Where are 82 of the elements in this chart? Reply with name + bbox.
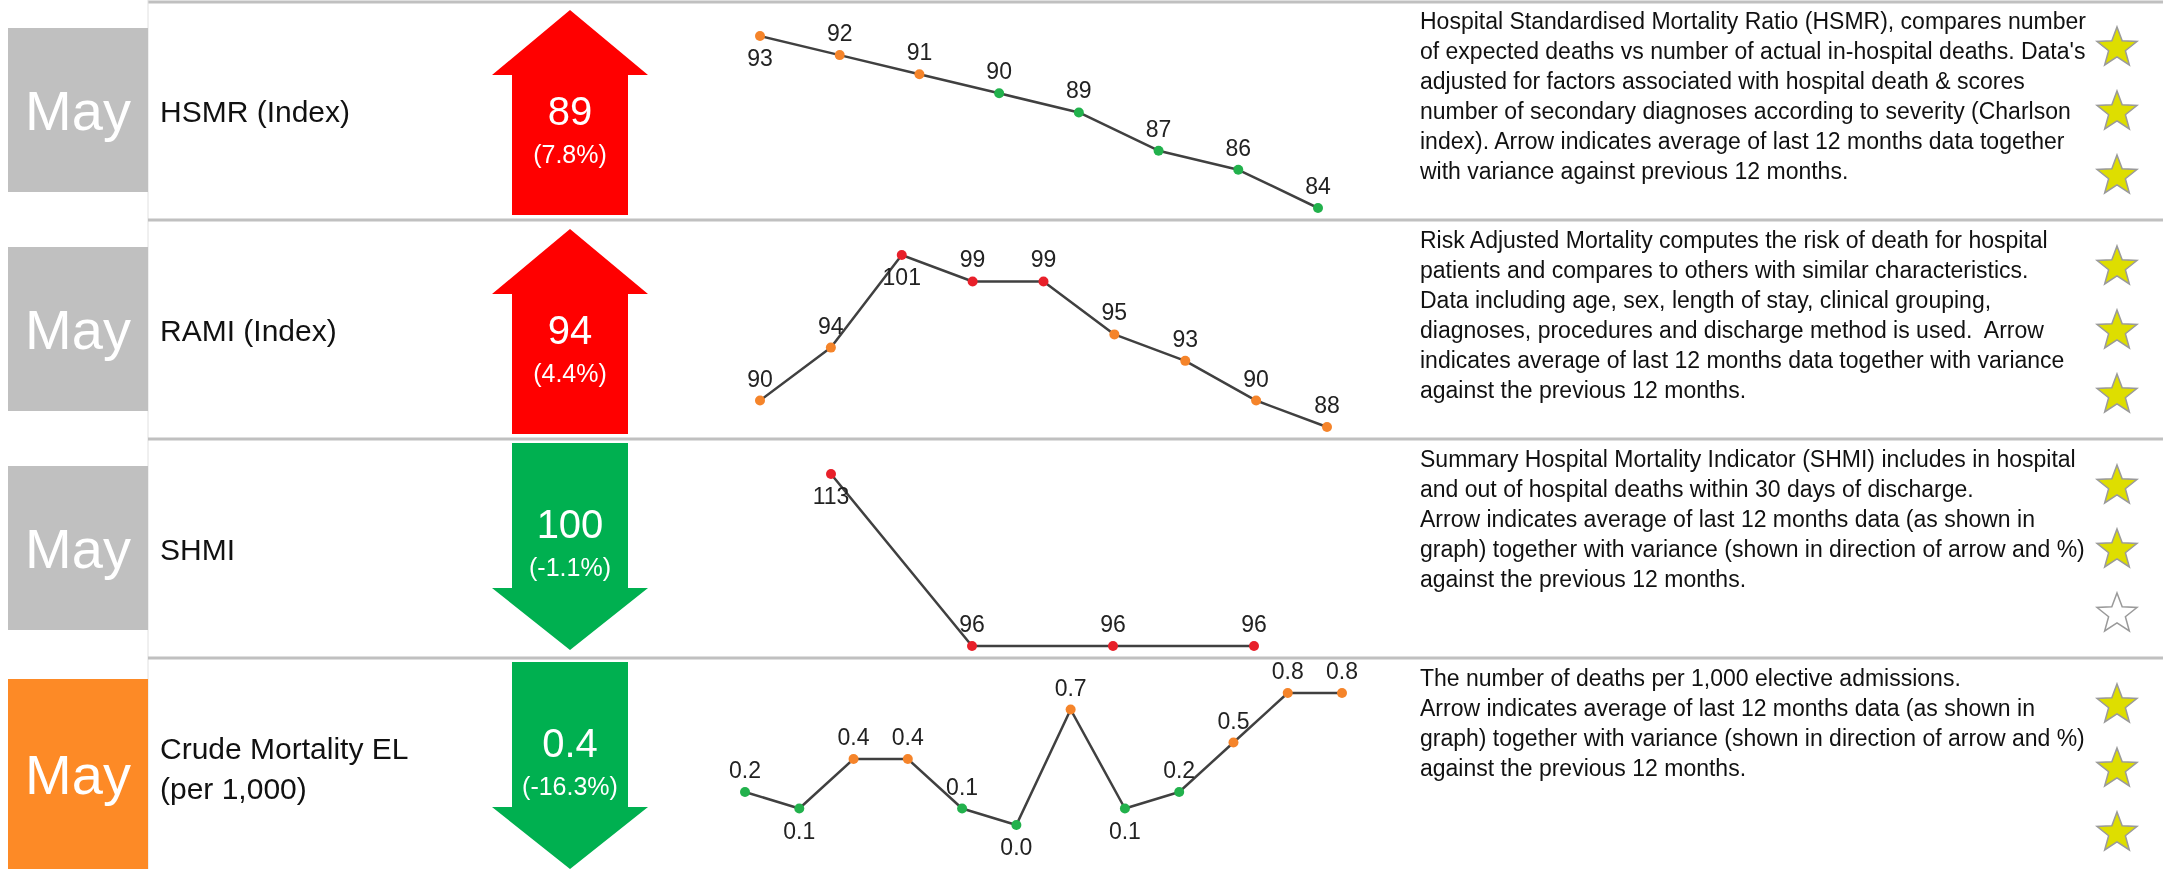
text: SHMI — [160, 533, 235, 566]
data-label: 95 — [1101, 299, 1128, 326]
point — [1251, 395, 1262, 406]
data-label: 0.8 — [1271, 658, 1304, 684]
text: 94 — [547, 308, 593, 352]
data-label: 90 — [1243, 365, 1269, 392]
point — [1038, 276, 1049, 287]
point — [825, 342, 836, 353]
data-label: 0.7 — [1054, 674, 1087, 701]
data-label: 94 — [818, 312, 844, 339]
point — [1337, 688, 1347, 698]
point — [1180, 355, 1191, 366]
point — [794, 803, 805, 814]
data-label: 84 — [1305, 173, 1331, 199]
data-label: 0.0 — [1000, 834, 1033, 860]
data-label: 99 — [959, 246, 986, 273]
data-label: 93 — [747, 45, 773, 71]
point — [1065, 704, 1076, 715]
data-label: 89 — [1066, 77, 1092, 104]
text: Crude Mortality EL (per 1,000) — [160, 732, 409, 805]
point — [1073, 107, 1084, 118]
data-label: 90 — [747, 365, 773, 392]
data-label: 0.8 — [1326, 658, 1358, 684]
text: Hospital Standardised Mortality Ratio (HSMR), compares number of expected deaths vs number of actual in-hospital deaths. Data's adjusted for factors associated with hospital death & scores number of secondary diagnoses according to severity (Charlson index). Arrow indicates average of last 12 months data together with variance against previous 12 months. — [1420, 7, 2087, 186]
text: The number of deaths per 1,000 elective admissions. Arrow indicates average of last 12 months data (as shown in graph) together with variance (shown in direction of arrow and %) against the previous 12 months. — [1420, 664, 2086, 783]
point — [740, 787, 750, 797]
data-label: 87 — [1145, 115, 1172, 142]
point — [1233, 164, 1244, 175]
point — [1174, 787, 1185, 797]
text: RAMI (Index) — [160, 314, 337, 347]
data-label: 0.2 — [1163, 757, 1196, 783]
data-label: 91 — [906, 39, 933, 66]
point — [957, 803, 968, 814]
point — [1011, 820, 1022, 830]
data-label: 93 — [1172, 325, 1199, 352]
data-label: 86 — [1225, 134, 1252, 161]
text: 0.4 — [542, 721, 598, 765]
data-label: 92 — [826, 20, 853, 47]
point — [1228, 737, 1239, 748]
text: (-1.1%) — [529, 553, 611, 581]
point — [1313, 203, 1323, 213]
data-label: 90 — [986, 58, 1012, 85]
data-label: 0.1 — [946, 773, 979, 800]
point — [1109, 329, 1120, 340]
data-label: 88 — [1314, 392, 1340, 418]
text: 89 — [547, 89, 593, 133]
data-label: 96 — [1100, 611, 1126, 637]
data-label: 101 — [882, 264, 921, 290]
point — [755, 31, 765, 41]
point — [967, 276, 978, 287]
text: (-16.3%) — [522, 772, 618, 800]
point — [896, 250, 907, 260]
text: Summary Hospital Mortality Indicator (SHMI) includes in hospital and out of hospital deaths within 30 days of discharge. Arrow indicates average of last 12 months data (as shown in graph) together with variance (shown in direction of arrow and %) against the previous 12 months. — [1420, 445, 2086, 594]
text: May — [25, 517, 131, 580]
data-label: 99 — [1030, 246, 1057, 273]
point — [1322, 422, 1332, 432]
data-label: 113 — [812, 483, 850, 509]
text: (7.8%) — [533, 140, 607, 168]
text: HSMR (Index) — [160, 95, 351, 128]
point — [994, 88, 1005, 99]
point — [848, 754, 859, 764]
data-label: 96 — [1241, 611, 1267, 637]
data-label: 0.2 — [729, 757, 761, 783]
text: May — [25, 298, 131, 361]
point — [1119, 803, 1130, 814]
data-label: 0.5 — [1217, 707, 1250, 734]
data-label: 0.4 — [837, 724, 870, 750]
point — [914, 69, 925, 80]
data-label: 0.1 — [1108, 817, 1141, 844]
data-label: 96 — [959, 611, 985, 637]
point — [1153, 145, 1164, 156]
point — [755, 395, 765, 406]
data-label: 0.1 — [783, 817, 816, 844]
text: Risk Adjusted Mortality computes the risk of death for hospital patients and compares to others with similar characteristics. Data including age, sex, length of stay, clinical grouping, diagnoses, procedures and discharge method is used. Arrow indicates average of last 12 months data together with variance against the previous 12 months. — [1420, 226, 2066, 405]
text: (4.4%) — [533, 359, 607, 387]
point — [834, 50, 845, 61]
point — [902, 754, 913, 764]
text: 100 — [536, 502, 604, 546]
text: May — [25, 79, 131, 142]
text: May — [25, 743, 131, 806]
point — [1282, 688, 1293, 698]
data-label: 0.4 — [891, 724, 925, 750]
